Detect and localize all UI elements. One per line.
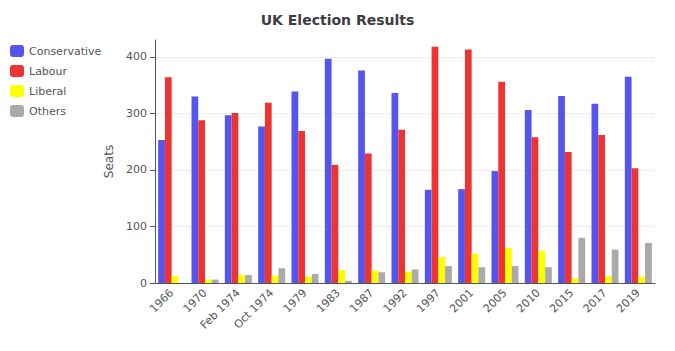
svg-text:1966: 1966 [147, 286, 176, 315]
svg-text:Seats: Seats [102, 145, 116, 178]
svg-text:0: 0 [140, 277, 147, 290]
svg-text:1987: 1987 [347, 286, 376, 315]
svg-text:1983: 1983 [314, 286, 343, 315]
svg-text:1979: 1979 [281, 286, 310, 315]
svg-text:2010: 2010 [514, 286, 543, 315]
svg-text:1970: 1970 [181, 286, 210, 315]
svg-text:Feb 1974: Feb 1974 [197, 286, 243, 332]
svg-text:100: 100 [126, 220, 147, 233]
svg-text:Others: Others [29, 105, 66, 118]
svg-text:2019: 2019 [614, 286, 643, 315]
svg-text:2005: 2005 [481, 286, 510, 315]
svg-text:1997: 1997 [414, 286, 443, 315]
svg-text:2015: 2015 [547, 286, 576, 315]
svg-text:2001: 2001 [447, 286, 476, 315]
svg-text:Liberal: Liberal [29, 85, 66, 98]
svg-text:300: 300 [126, 107, 147, 120]
svg-text:2017: 2017 [581, 286, 610, 315]
svg-text:Labour: Labour [29, 65, 68, 78]
svg-text:400: 400 [126, 50, 147, 63]
svg-text:Oct 1974: Oct 1974 [231, 286, 276, 331]
svg-text:UK Election Results: UK Election Results [261, 12, 415, 28]
svg-text:1992: 1992 [381, 286, 410, 315]
svg-text:Conservative: Conservative [29, 45, 102, 58]
svg-text:200: 200 [126, 163, 147, 176]
